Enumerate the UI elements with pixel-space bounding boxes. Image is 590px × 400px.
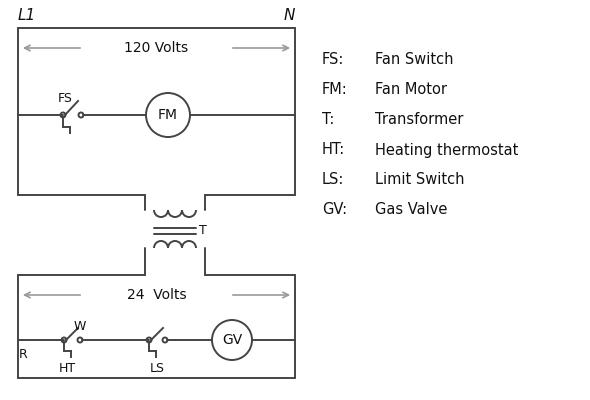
Text: LS: LS (149, 362, 165, 374)
Text: FM: FM (158, 108, 178, 122)
Text: Transformer: Transformer (375, 112, 463, 128)
Text: T: T (199, 224, 206, 238)
Text: FS: FS (58, 92, 73, 104)
Text: Fan Switch: Fan Switch (375, 52, 454, 68)
Text: L1: L1 (18, 8, 36, 23)
Text: GV:: GV: (322, 202, 347, 218)
Text: Limit Switch: Limit Switch (375, 172, 464, 188)
Text: FS:: FS: (322, 52, 345, 68)
Text: W: W (74, 320, 86, 332)
Text: HT: HT (58, 362, 76, 374)
Text: Fan Motor: Fan Motor (375, 82, 447, 98)
Text: N: N (284, 8, 295, 23)
Text: HT:: HT: (322, 142, 345, 158)
Text: Gas Valve: Gas Valve (375, 202, 447, 218)
Text: Heating thermostat: Heating thermostat (375, 142, 519, 158)
Text: LS:: LS: (322, 172, 345, 188)
Text: R: R (19, 348, 28, 360)
Text: 120 Volts: 120 Volts (124, 41, 189, 55)
Text: GV: GV (222, 333, 242, 347)
Text: 24  Volts: 24 Volts (127, 288, 186, 302)
Text: T:: T: (322, 112, 335, 128)
Text: FM:: FM: (322, 82, 348, 98)
